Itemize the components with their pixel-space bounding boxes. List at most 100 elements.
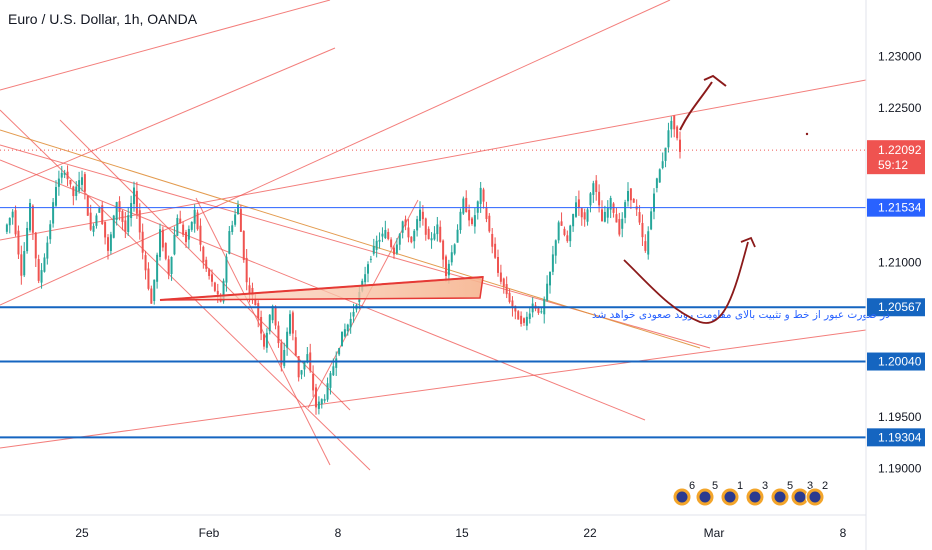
candle-body: [445, 256, 447, 277]
candle-body: [323, 399, 326, 401]
candle-body: [104, 221, 107, 238]
candle-body: [306, 354, 309, 363]
candle-body: [427, 228, 430, 240]
candle-body: [237, 205, 239, 215]
candle-body: [161, 229, 164, 248]
candle-body: [144, 255, 147, 271]
candle-body: [66, 171, 69, 180]
candle-body: [497, 257, 499, 273]
candle-body: [115, 202, 118, 220]
candle-body: [491, 233, 494, 247]
candle-body: [49, 224, 52, 240]
candle-body: [274, 306, 277, 326]
candle-body: [159, 229, 161, 257]
x-tick-label: Mar: [704, 526, 725, 540]
candle-body: [615, 214, 618, 223]
candle-body: [644, 241, 647, 251]
candle-body: [135, 190, 138, 214]
candle-body: [248, 285, 251, 294]
event-badge[interactable]: 3: [790, 480, 813, 507]
candle-body: [141, 231, 144, 253]
event-badge[interactable]: 2: [805, 480, 828, 507]
candle-body: [133, 187, 135, 205]
event-count: 6: [689, 480, 695, 492]
candle-body: [300, 370, 303, 375]
candle-body: [31, 205, 34, 233]
candle-body: [670, 120, 673, 130]
candle-body: [167, 259, 170, 275]
candle-body: [138, 210, 141, 233]
candle-body: [234, 214, 237, 225]
candle-body: [5, 224, 8, 232]
y-tick-label: 1.21000: [878, 256, 922, 270]
candle-body: [606, 207, 609, 218]
candle-body: [647, 231, 650, 255]
candle-body: [664, 147, 667, 161]
candle-body: [346, 324, 349, 332]
candle-body: [95, 215, 98, 226]
price-tag-countdown: 59:12: [878, 158, 908, 172]
level-tag-label: 1.20567: [878, 300, 922, 314]
y-tick-label: 1.23000: [878, 50, 922, 64]
candle-body: [326, 383, 329, 400]
candle-body: [72, 186, 75, 197]
flag-icon: [699, 491, 711, 503]
candle-body: [242, 231, 245, 260]
candle-body: [488, 215, 491, 232]
x-tick-label: 8: [335, 526, 342, 540]
candle-body: [263, 334, 265, 347]
candle-body: [554, 240, 557, 256]
candle-body: [612, 203, 615, 213]
candle-body: [494, 243, 497, 258]
candle-body: [81, 177, 83, 185]
candle-body: [525, 316, 528, 326]
candle-body: [508, 292, 511, 302]
event-badge[interactable]: 1: [720, 480, 743, 507]
candle-body: [289, 314, 291, 334]
level-tag-label: 1.20040: [878, 355, 922, 369]
sketch-curve-head: [740, 236, 756, 248]
candle-body: [225, 256, 228, 283]
event-badge[interactable]: 5: [770, 480, 793, 507]
drawings: در صورت عبور از خط و تثبیت بالای مقاومت …: [159, 74, 890, 324]
candle-body: [419, 209, 421, 221]
candle-body: [505, 284, 508, 295]
price-tag-value: 1.22092: [878, 143, 922, 157]
candle-body: [283, 350, 286, 366]
event-count: 3: [807, 480, 813, 492]
sketch-arrow-up: [679, 81, 713, 131]
candle-body: [52, 202, 55, 224]
candle-body: [29, 202, 31, 231]
flag-icon: [809, 491, 821, 503]
candle-body: [257, 303, 260, 319]
level-tag: [867, 352, 925, 371]
candle-body: [473, 215, 476, 227]
candle-body: [92, 225, 95, 232]
level-tag-label: 1.19304: [878, 430, 922, 444]
level-tag: [867, 198, 925, 217]
candle-body: [17, 230, 20, 255]
trend-line: [0, 329, 867, 449]
event-badge[interactable]: 5: [695, 480, 718, 507]
candle-body: [661, 161, 664, 168]
candle-body: [436, 224, 439, 235]
candle-body: [653, 193, 655, 212]
candle-body: [650, 211, 653, 230]
candle-body: [231, 225, 234, 232]
candle-body: [395, 244, 398, 254]
candle-body: [121, 210, 124, 222]
candle-body: [416, 219, 419, 231]
sketch-curve: [623, 241, 749, 324]
event-badge[interactable]: 6: [672, 480, 695, 507]
event-badge[interactable]: 3: [745, 480, 768, 507]
candle-body: [387, 231, 390, 239]
time-axis: 25 Feb 8 15 22 Mar 8: [0, 514, 866, 540]
trend-line: [0, 79, 867, 241]
candle-body: [450, 252, 453, 263]
x-tick-label: 22: [583, 526, 597, 540]
candle-body: [563, 228, 566, 235]
candle-body: [43, 257, 46, 272]
